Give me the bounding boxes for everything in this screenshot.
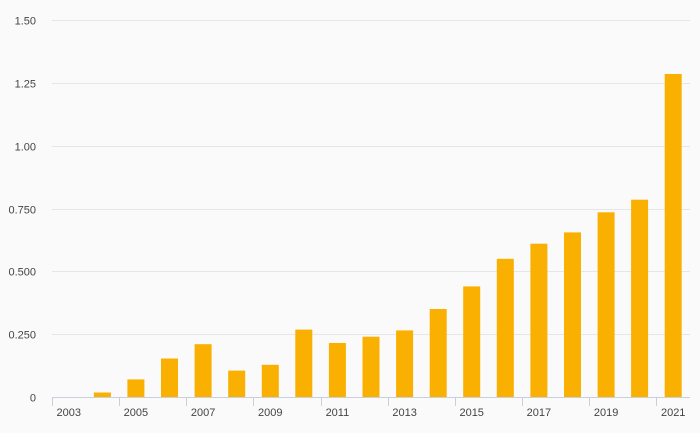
- x-tick-label: 2005: [124, 407, 148, 419]
- bar-2018: [564, 232, 581, 397]
- bar-2012: [362, 336, 380, 397]
- grid-lines: [52, 20, 690, 335]
- y-tick-label: 1.25: [15, 79, 36, 91]
- x-tick-label: 2003: [57, 407, 81, 419]
- x-tick-label: 2007: [191, 407, 215, 419]
- x-tick-label: 2017: [527, 407, 551, 419]
- bar-2017: [530, 243, 548, 397]
- bar-2016: [496, 258, 514, 397]
- x-tick-label: 2011: [326, 407, 350, 419]
- y-tick-label: 1.50: [15, 16, 36, 28]
- x-tick-label: 2013: [392, 407, 416, 419]
- x-tick-label: 2009: [258, 407, 282, 419]
- x-tick-label: 2019: [594, 407, 618, 419]
- bar-2020: [631, 199, 649, 397]
- y-tick-label: 0.500: [8, 267, 36, 279]
- bars: [93, 74, 682, 397]
- bar-2015: [463, 286, 481, 397]
- y-tick-label: 1.00: [15, 142, 36, 154]
- x-axis: 2003 2005 2007 2009 2011 2013 2015 2017 2019 2021: [52, 397, 690, 419]
- x-tick-label: 2015: [459, 407, 483, 419]
- bar-2005: [127, 379, 145, 397]
- bar-2021: [664, 74, 682, 397]
- y-tick-label: 0: [30, 393, 36, 405]
- bar-2004: [93, 392, 111, 397]
- y-axis: 0 0.250 0.500 0.750 1.00 1.25 1.50: [8, 16, 36, 405]
- bar-2010: [295, 329, 313, 397]
- bar-2008: [228, 370, 246, 397]
- bar-2006: [161, 358, 178, 397]
- bar-2019: [597, 212, 615, 397]
- bar-2014: [429, 309, 447, 397]
- y-tick-label: 0.250: [8, 330, 36, 342]
- bar-2009: [261, 364, 279, 397]
- bar-2007: [194, 344, 212, 397]
- x-tick-label: 2021: [661, 407, 685, 419]
- y-tick-label: 0.750: [8, 205, 36, 217]
- bar-2013: [396, 330, 414, 397]
- bar-2011: [328, 343, 346, 397]
